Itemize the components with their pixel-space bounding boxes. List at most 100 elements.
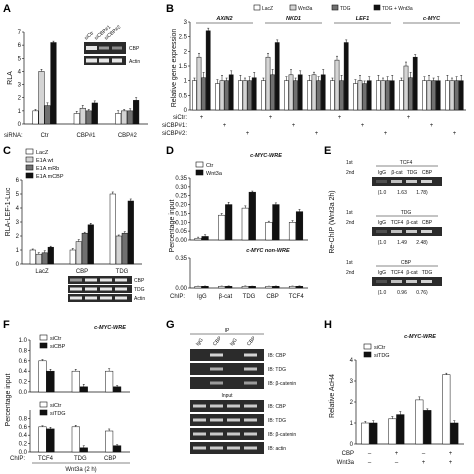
panel-f-subtitle: Wnt3a (2 h) [65,467,96,473]
panel-f-legend-top: siCtr siCBP [39,334,66,350]
bar [353,83,358,111]
bar [201,286,209,289]
panel-g-blots: IP IgG CBP IgG CBP IB: CBP IB: TDG IB: β-cateni… [190,328,296,454]
gene-header: c-MYC [423,16,441,22]
x-tick-label: CBP [266,294,278,300]
condition-mark: + [200,115,204,121]
y-tick-label: 0.8 [19,416,28,422]
legend-label: Wnt3a [206,171,223,177]
panel-f-xlabel: TDG [74,456,87,462]
condition-label: siCBP#1: [162,123,187,129]
bar [316,80,321,111]
legend-swatch [39,334,48,341]
y-tick-label: 3 [184,20,188,26]
x-tick-label: IgG [197,294,207,300]
blot-band [70,287,82,291]
bar [79,447,88,453]
blot-band [227,432,240,436]
bar [435,80,441,111]
y-tick-label: 0.2 [19,380,28,386]
bar [50,42,57,125]
bar [265,222,273,241]
bar [288,286,297,289]
legend-swatch [25,156,34,163]
bar [38,71,45,125]
bar [449,80,455,111]
blot-band [70,278,82,282]
bar [339,80,344,111]
bar [29,249,36,265]
input-row-label: IB: actin [268,446,286,452]
panel-b-condition-rows: siCtr: siCBP#1: siCBP#2: + + + + + + + + + + + + [162,115,457,137]
legend-swatch [39,401,48,408]
legend-swatch [331,4,339,11]
blot-band [227,404,240,408]
condition-mark: + [430,123,434,129]
y-tick-label: 6 [16,178,20,184]
bar [196,56,202,111]
panel-label-g: G [166,319,175,331]
legend-label: LacZ [36,150,49,156]
rechip-value: (1.0 [378,240,387,246]
blot-row-label: TDG [134,287,145,293]
legend-label: siCtr [374,345,385,351]
bar [69,249,76,265]
ip-blot-strip [190,363,264,375]
input-row-label: IB: β-catenin [268,432,296,438]
bar [422,80,427,111]
bar [408,77,413,111]
rechip-first-label: 1st [346,160,353,166]
lane-label: CBP [212,335,224,347]
bar [261,80,266,111]
bar [241,286,249,289]
legend-swatch [25,164,34,171]
condition-mark: + [422,460,426,466]
panel-d-chart-bottom: 0.00 0.35 IgG β-cat TDG CBP TCF4 [175,256,308,300]
bar [201,77,206,111]
legend-label: TDG + Wnt3a [382,6,413,12]
blot-row-label: CBP [134,278,145,284]
panel-d: D c-MYC-WRE Percentage input Ctr Wnt3a 0… [166,145,308,300]
panel-c: C RLA-LEF-1-Luc LacZ E1A wt E1A mRb E1A … [3,145,145,302]
y-tick-label: 5 [16,192,20,198]
y-tick-label: 1 [18,109,22,115]
ip-row-label: IB: TDG [268,367,286,373]
y-tick-label: 0.6 [19,425,28,431]
rechip-band [391,230,402,233]
bar [105,370,114,393]
blot-band [193,432,206,436]
bar [423,410,432,445]
bar [228,74,234,111]
condition-mark: + [269,115,273,121]
legend-label: siTDG [50,411,66,417]
y-tick-label: 0.20 [175,203,187,209]
y-tick-label: 2 [18,96,22,102]
panel-c-chart: 0 1 2 3 4 5 6 LacZ CBP TDG [16,178,142,275]
bar [251,77,257,111]
rechip-lane-label: TDG [422,270,433,276]
blot-band [85,287,97,291]
bar [389,80,395,111]
blot-band [210,381,223,385]
ip-row-label: IB: β-catenin [268,381,296,387]
bar [113,445,122,453]
rechip-first-label: 1st [346,260,353,266]
ip-title: IP [225,328,230,334]
condition-mark: + [449,460,453,466]
bar [330,80,335,111]
panel-a-inset-blot: siCtr siCBP#1 siCBP#2 CBP Actin [83,24,140,65]
blot-lane-label: siCtr [83,30,95,41]
legend-label: E1A mCBP [36,174,64,180]
input-row-label: IB: CBP [268,404,286,410]
y-tick-label: 3 [16,220,20,226]
legend-label: siTDG [374,353,390,359]
condition-mark: + [292,123,296,129]
legend-label: Ctr [206,163,214,169]
legend-label: E1A mRb [36,166,59,172]
bar [380,80,386,111]
panel-b-legend: LacZ Wnt3a TDG TDG + Wnt3a [253,4,413,12]
blot-band [85,278,97,282]
bar [385,80,390,111]
panel-a-chart: 0 1 2 3 4 5 6 7 Ctr CBP#1 CBP#2 [18,30,148,139]
bar [218,214,226,241]
